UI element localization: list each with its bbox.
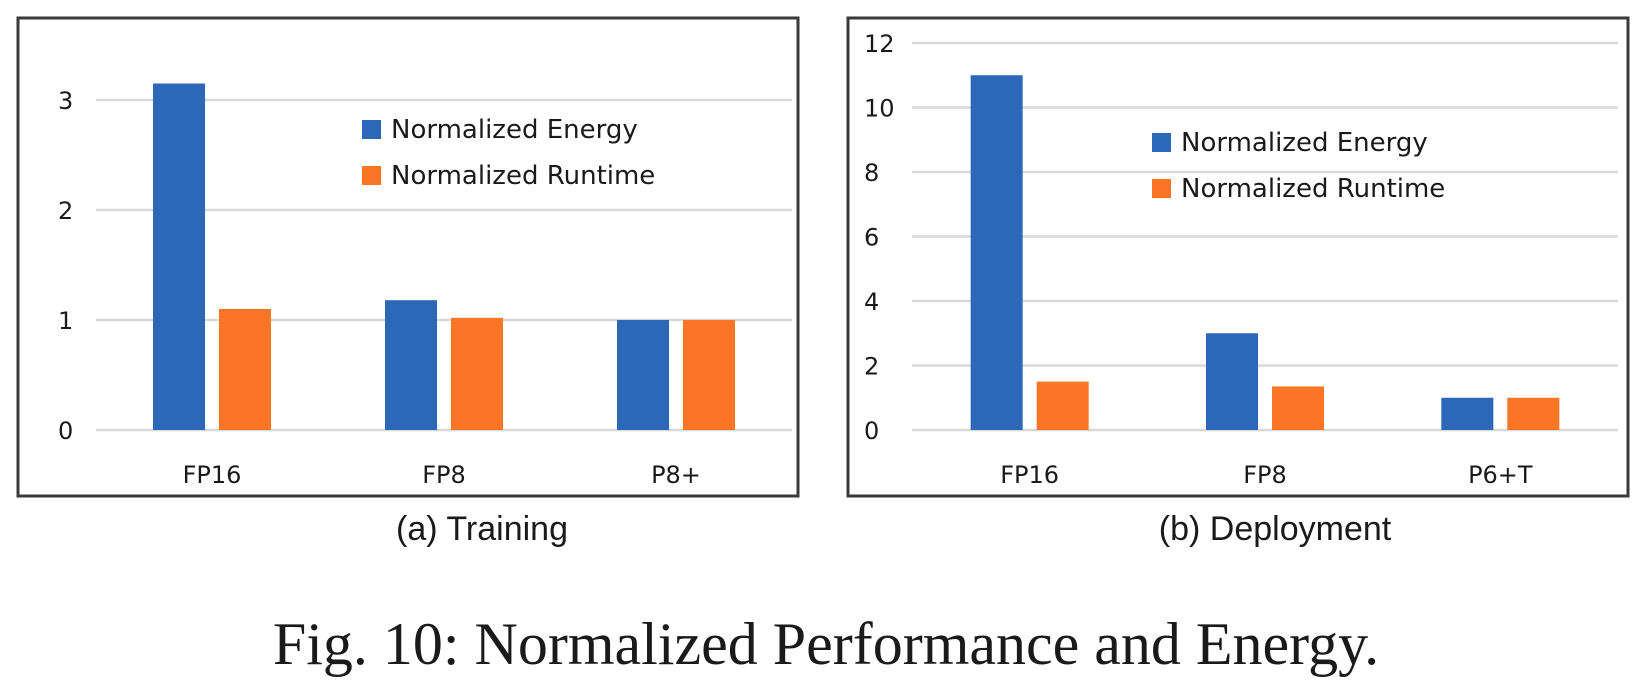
y-tick-label: 0 xyxy=(58,417,73,445)
legend-runtime-label: Normalized Runtime xyxy=(1181,174,1445,204)
runtime-bar xyxy=(1507,397,1560,430)
runtime-bar xyxy=(1272,386,1324,430)
runtime-bar xyxy=(219,309,271,430)
legend-runtime-swatch xyxy=(1152,179,1171,198)
y-tick-label: 1 xyxy=(58,307,73,335)
energy-bar xyxy=(385,300,437,430)
energy-bar xyxy=(153,83,205,430)
y-tick-label: 2 xyxy=(58,197,73,225)
legend-energy-label: Normalized Energy xyxy=(1181,128,1428,158)
y-tick-label: 4 xyxy=(864,288,879,316)
category-label: P8+ xyxy=(651,461,701,489)
y-tick-label: 6 xyxy=(864,224,879,252)
category-label: FP16 xyxy=(1000,461,1059,489)
category-label: P6+T xyxy=(1468,461,1533,489)
category-label: FP16 xyxy=(183,461,242,489)
legend-energy-label: Normalized Energy xyxy=(391,115,638,145)
energy-bar xyxy=(1441,397,1494,430)
y-tick-label: 0 xyxy=(864,417,879,445)
category-label: FP8 xyxy=(422,461,466,489)
training-caption: (a) Training xyxy=(396,510,568,548)
y-tick-label: 10 xyxy=(864,95,895,123)
energy-bar xyxy=(1206,333,1258,430)
deployment-caption: (b) Deployment xyxy=(1158,510,1392,548)
runtime-bar xyxy=(451,317,503,430)
chart-frame xyxy=(846,16,1630,498)
chart-frame xyxy=(16,16,800,498)
energy-bar xyxy=(617,320,669,430)
y-tick-label: 3 xyxy=(58,87,73,115)
runtime-bar xyxy=(1036,381,1089,430)
legend-energy-swatch xyxy=(1152,133,1171,152)
y-tick-label: 8 xyxy=(864,159,879,187)
legend-energy-swatch xyxy=(362,120,381,139)
legend-runtime-swatch xyxy=(362,166,381,185)
y-tick-label: 12 xyxy=(864,30,895,58)
figure-caption: Fig. 10: Normalized Performance and Ener… xyxy=(272,611,1380,677)
y-tick-label: 2 xyxy=(864,353,879,381)
legend-runtime-label: Normalized Runtime xyxy=(391,161,655,191)
energy-bar xyxy=(970,75,1023,430)
runtime-bar xyxy=(683,320,735,430)
category-label: FP8 xyxy=(1243,461,1287,489)
